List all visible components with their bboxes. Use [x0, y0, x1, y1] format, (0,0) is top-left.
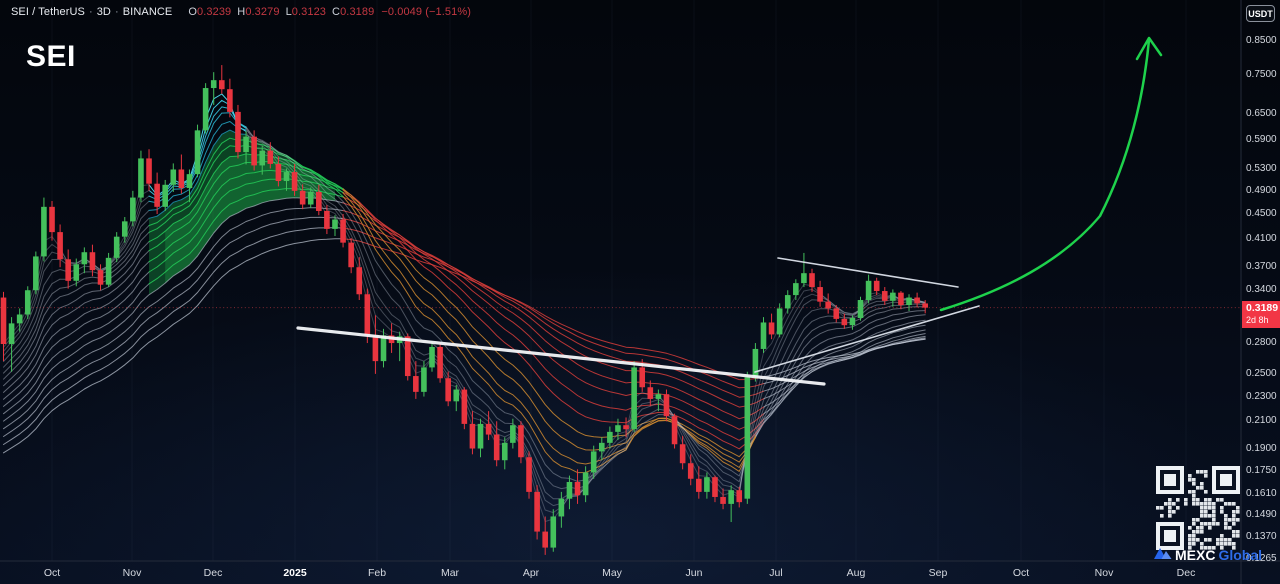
- chart-header: SEI / TetherUS · 3D · BINANCE O0.3239 H0.3279 L…: [11, 6, 471, 18]
- major-support-line[interactable]: [296, 326, 826, 386]
- price-tick: 0.4900: [1246, 184, 1277, 196]
- time-tick: Oct: [43, 567, 61, 579]
- symbol-name[interactable]: SEI / TetherUS: [11, 6, 85, 18]
- price-tick: 0.1370: [1246, 531, 1277, 543]
- time-tick: Mar: [440, 567, 460, 579]
- ohlc-readout: O0.3239 H0.3279 L0.3123 C0.3189 −0.0049 (−1.…: [182, 6, 471, 18]
- price-tick: 0.2800: [1246, 337, 1277, 349]
- mexc-watermark: MEXC Global: [1154, 544, 1262, 563]
- mexc-brand-suffix: Global: [1218, 547, 1263, 563]
- price-tick: 0.4100: [1246, 233, 1277, 245]
- price-tick: 0.3700: [1246, 261, 1277, 273]
- price-tick: 0.3400: [1246, 284, 1277, 296]
- time-tick: Dec: [1176, 567, 1196, 579]
- price-tick: 0.1265: [1246, 553, 1277, 565]
- ema-ribbon: [3, 93, 926, 522]
- time-tick: Jul: [769, 567, 783, 579]
- symbol-watermark: SEI: [26, 40, 76, 73]
- open-value: 0.3239: [197, 6, 232, 18]
- header-separator: ·: [88, 6, 93, 18]
- price-tick: 0.2100: [1246, 415, 1277, 427]
- header-separator: ·: [114, 6, 119, 18]
- wedge-upper-line[interactable]: [777, 257, 959, 288]
- price-tick: 0.2300: [1246, 390, 1277, 402]
- time-tick: Nov: [122, 567, 142, 579]
- qr-code: [1156, 466, 1240, 550]
- close-value: 0.3189: [340, 6, 375, 18]
- time-tick: 2025: [283, 567, 307, 579]
- price-tick: 0.5900: [1246, 134, 1277, 146]
- open-label: O: [188, 6, 198, 18]
- time-tick: Apr: [522, 567, 540, 579]
- trendline-annotations: [296, 257, 980, 386]
- high-label: H: [237, 6, 246, 18]
- interval-selector[interactable]: 3D: [96, 6, 111, 18]
- mexc-logo-icon: [1154, 544, 1172, 563]
- time-tick: Sep: [928, 567, 948, 579]
- exchange-name[interactable]: BINANCE: [122, 6, 173, 18]
- high-value: 0.3279: [245, 6, 280, 18]
- time-tick: Dec: [203, 567, 223, 579]
- low-value: 0.3123: [291, 6, 327, 18]
- time-tick: Nov: [1094, 567, 1114, 579]
- price-tick: 0.2500: [1246, 367, 1277, 379]
- mexc-brand-name: MEXC: [1175, 547, 1216, 563]
- time-tick: Oct: [1012, 567, 1030, 579]
- price-tick: 0.7500: [1246, 69, 1277, 81]
- low-label: L: [285, 6, 292, 18]
- up-arrow-annotation: [939, 36, 1163, 312]
- last-price-badge: 0.3189 2d 8h: [1242, 300, 1280, 328]
- gridlines: [51, 0, 1187, 561]
- price-tick: 0.1900: [1246, 442, 1277, 454]
- change-value: −0.0049 (−1.51%): [381, 6, 471, 18]
- time-tick: Aug: [846, 567, 866, 579]
- quote-currency-button[interactable]: USDT: [1246, 5, 1275, 22]
- price-tick: 0.5300: [1246, 163, 1277, 175]
- price-tick: 0.1610: [1246, 487, 1277, 499]
- price-tick: 0.8500: [1246, 35, 1277, 46]
- candle-countdown: 2d 8h: [1246, 314, 1269, 325]
- time-tick: May: [602, 567, 622, 579]
- price-tick: 0.4500: [1246, 207, 1277, 219]
- time-tick: Feb: [367, 567, 387, 579]
- candles-layer: [0, 65, 928, 555]
- price-tick: 0.1750: [1246, 464, 1277, 476]
- close-label: C: [332, 6, 341, 18]
- price-tick: 0.1490: [1246, 508, 1277, 520]
- last-price-value: 0.3189: [1246, 301, 1279, 314]
- price-tick: 0.6500: [1246, 107, 1277, 119]
- wedge-lower-line[interactable]: [754, 305, 980, 373]
- time-tick: Jun: [685, 567, 703, 579]
